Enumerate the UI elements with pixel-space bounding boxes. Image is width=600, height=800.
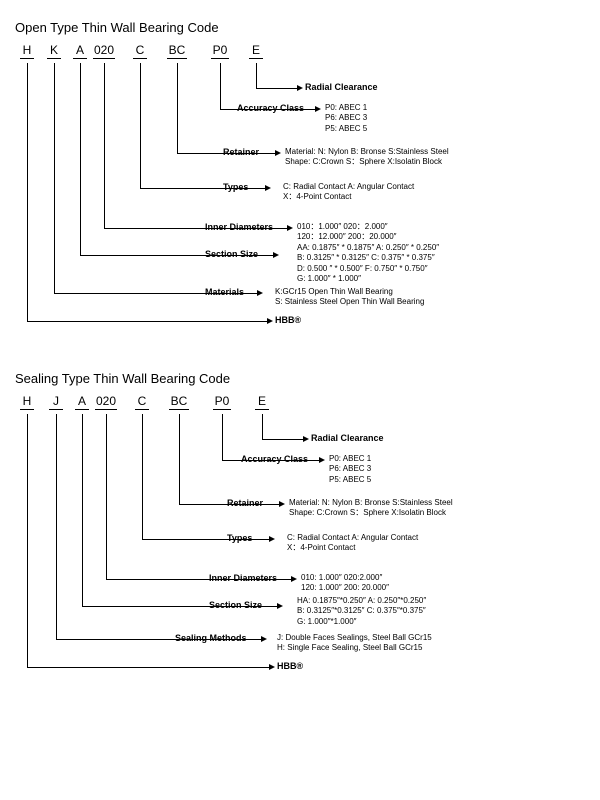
arrow-icon (297, 85, 303, 91)
field-label: Retainer (227, 498, 263, 508)
connector-vline (80, 63, 81, 255)
connector-vline (179, 414, 180, 504)
code-segment: C (133, 43, 147, 59)
code-segment: BC (167, 43, 187, 59)
arrow-icon (273, 252, 279, 258)
field-label: Accuracy Class (241, 454, 308, 464)
field-description: C: Radial Contact A: Angular Contact X：4… (283, 182, 414, 203)
connector-vline (27, 414, 28, 667)
connector-hline (256, 88, 297, 89)
arrow-icon (291, 576, 297, 582)
field-label: Inner Diameters (209, 573, 277, 583)
connector-vline (27, 63, 28, 321)
field-description: Material: N: Nylon B: Bronse S:Stainless… (289, 498, 453, 519)
arrow-icon (279, 501, 285, 507)
diagram-area: Radial Clearance Accuracy Class P0: ABEC 1… (15, 414, 585, 687)
field-label: Inner Diameters (205, 222, 273, 232)
connector-vline (104, 63, 105, 228)
code-segment: H (20, 394, 34, 410)
code-segment: P0 (211, 43, 229, 59)
code-segment: K (47, 43, 61, 59)
connector-vline (54, 63, 55, 293)
diagram-area: Radial Clearance Accuracy Class P0: ABEC 1… (15, 63, 585, 341)
field-description: 010: 1.000″ 020:2.000″ 120: 1.000″ 200: … (301, 573, 389, 594)
code-segment: P0 (213, 394, 231, 410)
field-description: P0: ABEC 1 P6: ABEC 3 P5: ABEC 5 (325, 103, 367, 134)
field-label: Section Size (209, 600, 262, 610)
field-description: J: Double Faces Sealings, Steel Ball GCr… (277, 633, 432, 654)
field-description: K:GCr15 Open Thin Wall Bearing S: Stainl… (275, 287, 424, 308)
code-segment: BC (169, 394, 189, 410)
code-segment: E (255, 394, 269, 410)
field-description: Material: N: Nylon B: Bronse S:Stainless… (285, 147, 449, 168)
connector-vline (222, 414, 223, 460)
bearing-code-section: Sealing Type Thin Wall Bearing Code HJA 02… (15, 371, 585, 687)
field-label: Accuracy Class (237, 103, 304, 113)
field-description: AA: 0.1875″ * 0.1875″ A: 0.250″ * 0.250″… (297, 243, 439, 285)
code-segment: C (135, 394, 149, 410)
arrow-icon (303, 436, 309, 442)
arrow-icon (267, 318, 273, 324)
field-label: Section Size (205, 249, 258, 259)
arrow-icon (257, 290, 263, 296)
field-description: P0: ABEC 1 P6: ABEC 3 P5: ABEC 5 (329, 454, 371, 485)
connector-vline (262, 414, 263, 439)
field-label: Sealing Methods (175, 633, 247, 643)
connector-vline (106, 414, 107, 579)
section-title: Sealing Type Thin Wall Bearing Code (15, 371, 585, 386)
code-segment: 020 (93, 43, 115, 59)
field-description: HA: 0.1875″*0.250″ A: 0.250″*0.250″ B: 0… (297, 596, 426, 627)
arrow-icon (275, 150, 281, 156)
connector-vline (177, 63, 178, 153)
code-row: HJA 020 C BC P0 E (15, 394, 585, 414)
arrow-icon (319, 457, 325, 463)
connector-hline (27, 321, 267, 322)
arrow-icon (269, 536, 275, 542)
connector-vline (82, 414, 83, 606)
field-label: Retainer (223, 147, 259, 157)
field-label: HBB® (277, 661, 303, 671)
arrow-icon (315, 106, 321, 112)
connector-vline (220, 63, 221, 109)
field-label: Types (223, 182, 248, 192)
section-title: Open Type Thin Wall Bearing Code (15, 20, 585, 35)
connector-vline (56, 414, 57, 639)
code-segment: 020 (95, 394, 117, 410)
field-label: Radial Clearance (305, 82, 378, 92)
connector-vline (142, 414, 143, 539)
field-description: C: Radial Contact A: Angular Contact X：4… (287, 533, 418, 554)
connector-hline (27, 667, 269, 668)
code-row: HKA 020 C BC P0 E (15, 43, 585, 63)
field-label: Materials (205, 287, 244, 297)
field-description: 010：1.000″ 020：2.000″ 120：12.000″ 200：20… (297, 222, 397, 243)
field-label: Radial Clearance (311, 433, 384, 443)
field-label: Types (227, 533, 252, 543)
connector-vline (256, 63, 257, 88)
arrow-icon (261, 636, 267, 642)
connector-hline (262, 439, 303, 440)
arrow-icon (269, 664, 275, 670)
code-segment: H (20, 43, 34, 59)
code-segment: A (73, 43, 87, 59)
bearing-code-section: Open Type Thin Wall Bearing Code HKA 020 C B… (15, 20, 585, 341)
arrow-icon (265, 185, 271, 191)
code-segment: E (249, 43, 263, 59)
code-segment: A (75, 394, 89, 410)
arrow-icon (287, 225, 293, 231)
arrow-icon (277, 603, 283, 609)
field-label: HBB® (275, 315, 301, 325)
connector-vline (140, 63, 141, 188)
code-segment: J (49, 394, 63, 410)
